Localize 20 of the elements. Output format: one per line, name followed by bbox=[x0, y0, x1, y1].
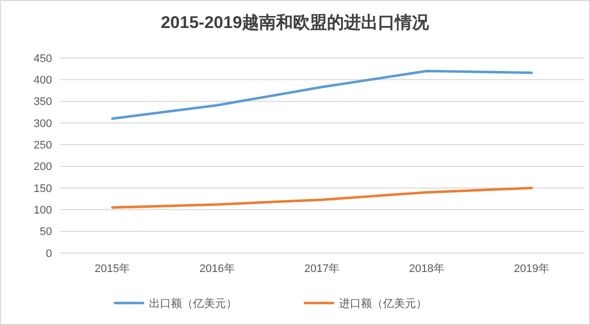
y-tick-label: 250 bbox=[34, 140, 52, 152]
x-tick-label: 2017年 bbox=[304, 263, 340, 275]
line-series bbox=[111, 70, 533, 120]
y-tick-label: 0 bbox=[46, 248, 52, 260]
line-series bbox=[111, 186, 533, 209]
y-tick-label: 50 bbox=[40, 226, 52, 238]
y-tick-label: 150 bbox=[34, 182, 52, 195]
legend-label: 进口额（亿美元） bbox=[339, 296, 427, 310]
x-tick-label: 2019年 bbox=[514, 263, 550, 275]
y-tick-label: 450 bbox=[34, 52, 52, 65]
y-tick-label: 100 bbox=[34, 204, 52, 217]
y-tick-label: 300 bbox=[34, 118, 52, 130]
y-tick-label: 200 bbox=[34, 161, 52, 174]
y-tick-label: 350 bbox=[34, 96, 52, 108]
chart-title: 2015-2019越南和欧盟的进出口情况 bbox=[160, 13, 430, 32]
x-tick-label: 2018年 bbox=[409, 263, 445, 275]
legend-label: 出口额（亿美元） bbox=[149, 296, 237, 310]
x-tick-label: 2015年 bbox=[94, 263, 130, 275]
y-tick-label: 400 bbox=[34, 74, 52, 87]
x-tick-label: 2016年 bbox=[199, 263, 235, 275]
